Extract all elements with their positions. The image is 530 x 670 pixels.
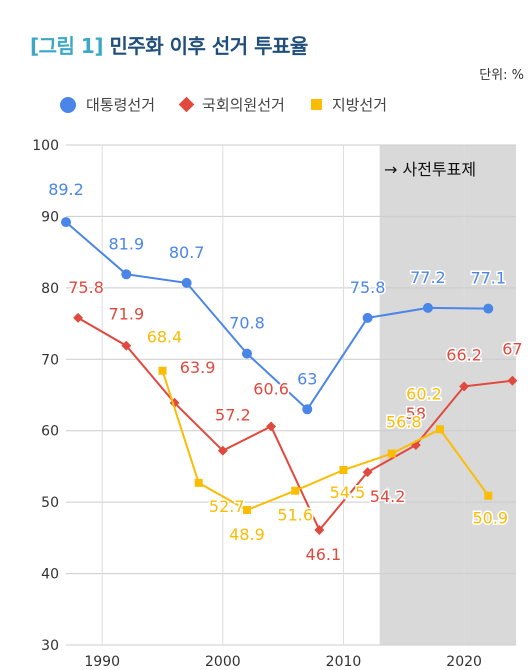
data-label: 80.7: [169, 243, 205, 262]
legend: 대통령선거 국회의원선거 지방선거: [60, 94, 413, 115]
data-label: 63.9: [180, 358, 216, 377]
data-label: 75.8: [350, 278, 386, 297]
title-text: 민주화 이후 선거 투표율: [109, 34, 308, 58]
data-label: 60.6: [253, 379, 289, 398]
data-point: [266, 421, 277, 432]
y-tick-label: 40: [41, 567, 59, 583]
square-marker-icon: [310, 99, 322, 110]
data-point: [483, 303, 494, 314]
chart-title: [그림 1] 민주화 이후 선거 투표율: [30, 30, 308, 59]
early-voting-label: → 사전투표제: [384, 160, 476, 179]
data-point: [121, 269, 132, 280]
x-tick-label: 1990: [84, 654, 120, 670]
unit-label: 단위: %: [479, 68, 524, 83]
data-point: [422, 302, 433, 313]
data-label: 63: [297, 369, 317, 388]
data-point: [459, 381, 470, 392]
data-label: 60.2: [406, 384, 442, 403]
figure-label: [그림 1]: [30, 34, 103, 58]
data-point: [158, 366, 167, 375]
data-label: 67: [502, 340, 522, 359]
circle-marker-icon: [60, 96, 76, 113]
data-label: 81.9: [109, 234, 145, 253]
y-tick-label: 60: [41, 424, 59, 440]
data-label: 70.8: [229, 314, 265, 333]
y-tick-label: 90: [41, 209, 59, 225]
data-label: 58: [406, 404, 426, 423]
y-tick-label: 80: [41, 281, 59, 297]
data-label: 57.2: [215, 406, 251, 425]
x-tick-label: 2020: [446, 654, 482, 670]
data-label: 75.8: [68, 278, 104, 297]
data-label: 46.1: [306, 545, 342, 564]
data-label: 68.4: [147, 328, 183, 347]
data-point: [362, 312, 373, 323]
series-line: [65, 221, 489, 411]
data-label: 71.9: [109, 305, 145, 324]
data-label: 89.2: [48, 180, 84, 199]
data-label: 56.8: [386, 413, 422, 432]
legend-item-president: 대통령선거: [60, 94, 155, 115]
data-point: [181, 277, 192, 288]
data-label: 77.1: [470, 269, 506, 288]
y-tick-label: 50: [41, 495, 59, 511]
y-tick-label: 70: [41, 352, 59, 368]
data-label: 51.6: [277, 506, 313, 525]
data-point: [387, 449, 396, 458]
series-line: [161, 370, 490, 512]
data-point: [242, 506, 251, 514]
data-point: [291, 486, 300, 495]
legend-item-local: 지방선거: [310, 94, 388, 115]
data-label: 52.7: [209, 497, 245, 516]
data-point: [339, 466, 348, 474]
data-label: 54.5: [330, 483, 366, 502]
data-label: 66.2: [446, 345, 482, 364]
series-line: [77, 317, 513, 532]
legend-label-assembly: 국회의원선거: [202, 96, 285, 114]
data-point: [73, 312, 84, 323]
data-point: [61, 217, 71, 228]
data-label: 48.9: [229, 525, 265, 544]
data-label: 50.9: [472, 509, 508, 528]
data-point: [362, 467, 373, 478]
data-label: 54.2: [370, 487, 406, 506]
legend-label-president: 대통령선거: [86, 96, 156, 114]
x-tick-label: 2010: [326, 654, 362, 670]
legend-item-assembly: 국회의원선거: [178, 94, 285, 115]
data-point: [314, 525, 325, 535]
data-label: 77.2: [410, 268, 446, 287]
data-point: [217, 445, 228, 456]
y-tick-label: 100: [32, 138, 59, 154]
y-tick-label: 30: [41, 638, 59, 654]
data-point: [435, 425, 444, 434]
data-point: [302, 404, 313, 415]
legend-label-local: 지방선거: [331, 96, 388, 114]
data-point: [194, 478, 203, 487]
data-point: [241, 348, 252, 359]
x-tick-label: 2000: [205, 654, 241, 670]
early-voting-region: [379, 145, 516, 645]
data-point: [507, 375, 518, 386]
data-point: [484, 491, 493, 500]
